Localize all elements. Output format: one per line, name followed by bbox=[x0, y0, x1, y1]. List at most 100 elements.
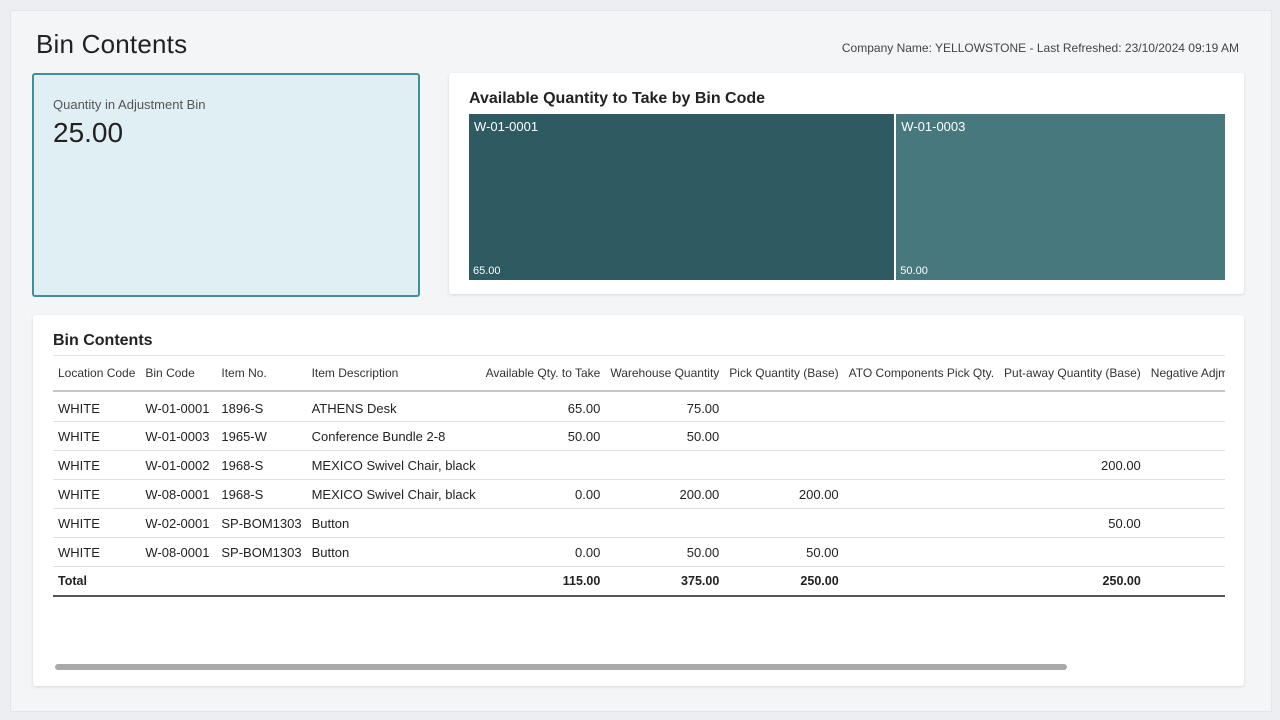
total-cell: 250.00 bbox=[999, 566, 1146, 597]
table-cell: W-02-0001 bbox=[140, 508, 217, 538]
table-cell: 1896-S bbox=[216, 391, 307, 422]
table-cell bbox=[999, 537, 1146, 567]
table-cell bbox=[999, 421, 1146, 451]
table-cell bbox=[843, 479, 1000, 509]
table-cell: SP-BOM1303 bbox=[216, 537, 307, 567]
column-header[interactable]: Warehouse Quantity bbox=[605, 355, 725, 392]
table-cell: 1968-S bbox=[216, 479, 307, 509]
table-cell: 200.00 bbox=[724, 479, 844, 509]
table-cell bbox=[724, 508, 844, 538]
table-cell: W-01-0003 bbox=[140, 421, 217, 451]
page-title: Bin Contents bbox=[36, 29, 188, 59]
table-row[interactable]: WHITE W-02-0001 SP-BOM1303 Button 50.00 bbox=[53, 508, 1225, 538]
total-cell bbox=[216, 566, 307, 597]
table-cell bbox=[1145, 450, 1225, 480]
treemap-chart: W-01-0001 65.00 W-01-0003 50.00 bbox=[469, 114, 1225, 280]
table-cell: MEXICO Swivel Chair, black bbox=[306, 479, 481, 509]
table-cell bbox=[1145, 421, 1225, 451]
total-cell bbox=[306, 566, 481, 597]
horizontal-scrollbar[interactable] bbox=[55, 664, 1067, 670]
table-cell bbox=[843, 450, 1000, 480]
table-cell: 65.00 bbox=[480, 391, 606, 422]
treemap-card: Available Quantity to Take by Bin Code W… bbox=[449, 73, 1244, 294]
total-cell: 375.00 bbox=[605, 566, 725, 597]
treemap-tile[interactable]: W-01-0003 50.00 bbox=[896, 114, 1225, 280]
table-cell: WHITE bbox=[53, 537, 141, 567]
total-cell: 250.00 bbox=[724, 566, 844, 597]
table-cell bbox=[1145, 479, 1225, 509]
table-cell: WHITE bbox=[53, 450, 141, 480]
adjustment-bin-kpi-card[interactable]: Quantity in Adjustment Bin 25.00 bbox=[32, 73, 420, 297]
table-cell: 50.00 bbox=[480, 421, 606, 451]
table-cell: MEXICO Swivel Chair, black bbox=[306, 450, 481, 480]
treemap-tile-label: W-01-0001 bbox=[474, 119, 539, 134]
table-row[interactable]: WHITE W-01-0002 1968-S MEXICO Swivel Chair,… bbox=[53, 450, 1225, 480]
table-cell: ATHENS Desk bbox=[306, 391, 481, 422]
table-cell: WHITE bbox=[53, 391, 141, 422]
table-cell bbox=[724, 421, 844, 451]
table-cell: Conference Bundle 2-8 bbox=[306, 421, 481, 451]
table-cell bbox=[724, 450, 844, 480]
treemap-title: Available Quantity to Take by Bin Code bbox=[469, 90, 766, 107]
total-cell: Total bbox=[53, 566, 141, 597]
table-title: Bin Contents bbox=[53, 332, 153, 349]
column-header[interactable]: Location Code bbox=[53, 355, 141, 392]
table-cell: 1968-S bbox=[216, 450, 307, 480]
table-cell bbox=[843, 421, 1000, 451]
table-row[interactable]: WHITE W-08-0001 1968-S MEXICO Swivel Chair,… bbox=[53, 479, 1225, 509]
table-cell: 0.00 bbox=[480, 537, 606, 567]
column-header[interactable]: Item Description bbox=[306, 355, 481, 392]
treemap-tile-value: 50.00 bbox=[900, 265, 928, 277]
refresh-info: Company Name: YELLOWSTONE - Last Refresh… bbox=[841, 41, 1239, 55]
table-cell: WHITE bbox=[53, 421, 141, 451]
column-header[interactable]: Available Qty. to Take bbox=[480, 355, 606, 392]
table-cell: 50.00 bbox=[999, 508, 1146, 538]
table-cell bbox=[843, 508, 1000, 538]
table-cell bbox=[999, 391, 1146, 422]
table-row[interactable]: WHITE W-08-0001 SP-BOM1303 Button 0.00 50.00 5… bbox=[53, 537, 1225, 567]
table-row[interactable]: WHITE W-01-0003 1965-W Conference Bundle 2-… bbox=[53, 421, 1225, 451]
table-cell bbox=[843, 537, 1000, 567]
table-cell bbox=[1145, 391, 1225, 422]
table-cell: W-08-0001 bbox=[140, 537, 217, 567]
column-header[interactable]: Item No. bbox=[216, 355, 307, 392]
bin-contents-table: Location Code Bin Code Item No. Item Descri… bbox=[53, 355, 1225, 597]
table-cell bbox=[843, 391, 1000, 422]
table-cell bbox=[605, 508, 725, 538]
column-header[interactable]: Put-away Quantity (Base) bbox=[999, 355, 1146, 392]
column-header[interactable]: Bin Code bbox=[140, 355, 217, 392]
column-header[interactable]: Negative Adjmt. Qty. bbox=[1145, 355, 1225, 392]
table-cell: Button bbox=[306, 508, 481, 538]
bin-contents-table-card: Bin Contents Location Code Bin Code Item N… bbox=[33, 315, 1244, 686]
table-cell: 50.00 bbox=[605, 421, 725, 451]
table-cell: W-01-0001 bbox=[140, 391, 217, 422]
total-cell bbox=[140, 566, 217, 597]
table-cell: 200.00 bbox=[605, 479, 725, 509]
table-cell bbox=[480, 450, 606, 480]
table-cell bbox=[605, 450, 725, 480]
table-cell bbox=[480, 508, 606, 538]
table-cell: W-08-0001 bbox=[140, 479, 217, 509]
table-cell bbox=[999, 479, 1146, 509]
table-cell bbox=[1145, 537, 1225, 567]
table-cell: SP-BOM1303 bbox=[216, 508, 307, 538]
kpi-label: Quantity in Adjustment Bin bbox=[53, 97, 206, 112]
kpi-value: 25.00 bbox=[53, 117, 124, 148]
table-cell: WHITE bbox=[53, 508, 141, 538]
table-cell bbox=[1145, 508, 1225, 538]
table-viewport: Location Code Bin Code Item No. Item Descri… bbox=[53, 355, 1225, 597]
table-cell: 0.00 bbox=[480, 479, 606, 509]
report-page: Bin Contents Company Name: YELLOWSTONE -… bbox=[10, 10, 1272, 712]
table-header-row: Location Code Bin Code Item No. Item Descri… bbox=[53, 355, 1225, 392]
table-cell: 50.00 bbox=[724, 537, 844, 567]
column-header[interactable]: ATO Components Pick Qty. bbox=[843, 355, 1000, 392]
table-row[interactable]: WHITE W-01-0001 1896-S ATHENS Desk 65.00 75.0… bbox=[53, 391, 1225, 422]
column-header[interactable]: Pick Quantity (Base) bbox=[724, 355, 844, 392]
table-cell: 75.00 bbox=[605, 391, 725, 422]
treemap-tile-label: W-01-0003 bbox=[901, 119, 966, 134]
total-cell bbox=[843, 566, 1000, 597]
table-cell: Button bbox=[306, 537, 481, 567]
table-cell: 1965-W bbox=[216, 421, 307, 451]
table-total-row: Total 115.00 375.00 250.00 250.00 bbox=[53, 566, 1225, 597]
treemap-tile[interactable]: W-01-0001 65.00 bbox=[469, 114, 895, 280]
